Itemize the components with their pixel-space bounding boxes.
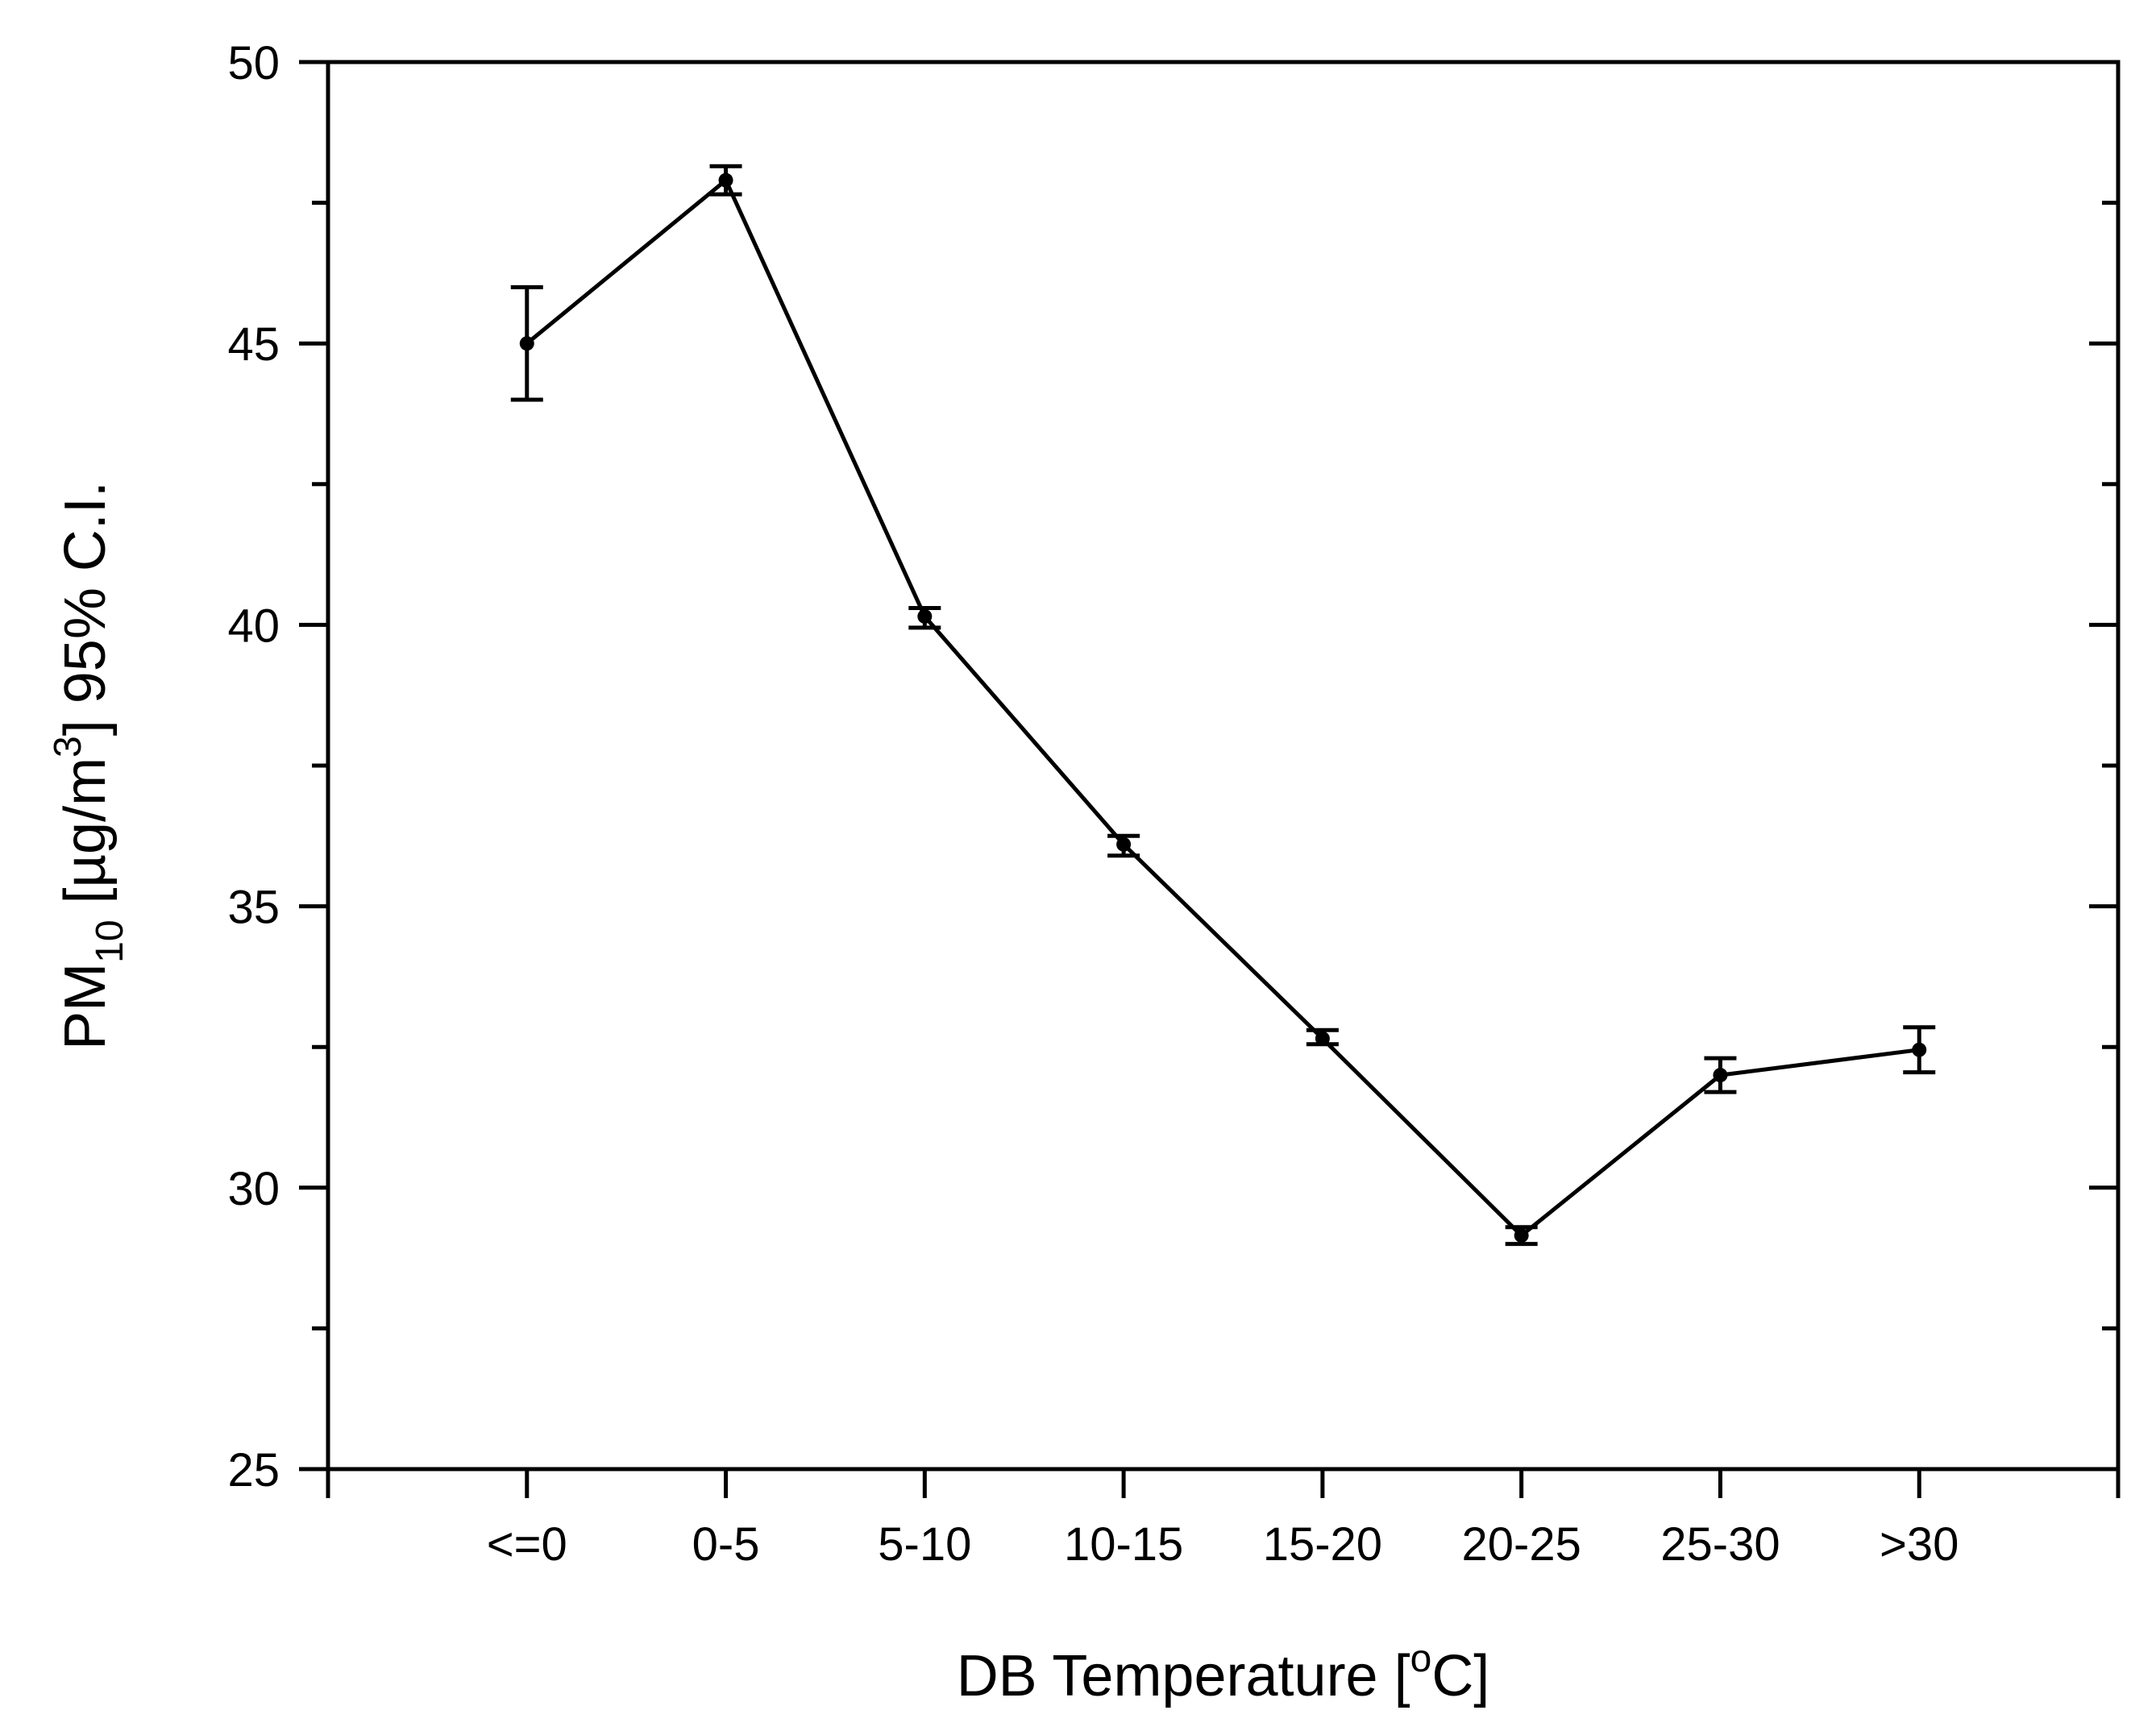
data-point [1514, 1228, 1529, 1243]
x-tick-label: 25-30 [1660, 1518, 1780, 1571]
x-axis-title-main: DB Temperature [ [957, 1644, 1410, 1708]
y-axis-title-mid: [µg/m [53, 758, 118, 920]
x-tick-label: <=0 [487, 1518, 567, 1571]
plot-border [326, 60, 2121, 1472]
x-axis-ticks: <=0 0-5 5-10 10-15 15-20 20-25 25-30 >30 [326, 1469, 2121, 1571]
plot-frame [326, 60, 2121, 1472]
data-point [718, 172, 733, 188]
x-axis-title-end: C] [1431, 1644, 1489, 1708]
y-axis-title: PM10 [µg/m3] 95% C.I. [47, 481, 131, 1050]
x-axis-title: DB Temperature [oC] [957, 1638, 1490, 1708]
data-point [1912, 1042, 1927, 1057]
x-axis-title-sup: o [1410, 1638, 1432, 1680]
y-axis-title-sup: 3 [47, 736, 89, 758]
x-tick-label: 5-10 [878, 1518, 971, 1571]
data-point [1315, 1031, 1330, 1046]
x-tick-label: 0-5 [692, 1518, 760, 1571]
x-tick-label: 15-20 [1263, 1518, 1382, 1571]
x-tick-label: 20-25 [1461, 1518, 1581, 1571]
y-tick-label: 45 [227, 318, 280, 371]
data-point [519, 336, 534, 351]
data-point [1713, 1068, 1728, 1083]
x-tick-label: 10-15 [1064, 1518, 1183, 1571]
y-tick-label: 40 [227, 600, 280, 652]
y-axis-title-end: ] 95% C.I. [53, 481, 118, 736]
y-tick-label: 50 [227, 37, 280, 89]
y-axis-title-main: PM [53, 963, 118, 1050]
y-tick-label: 25 [227, 1444, 280, 1496]
data-point [917, 608, 933, 624]
x-tick-label: >30 [1880, 1518, 1959, 1571]
series-line [525, 178, 1920, 1238]
data-point [1116, 836, 1132, 852]
y-axis-title-sub: 10 [89, 919, 131, 962]
axis-titles: DB Temperature [oC] PM10 [µg/m3] 95% C.I. [47, 481, 1489, 1708]
y-tick-label: 35 [227, 882, 280, 934]
y-tick-label: 30 [227, 1163, 280, 1215]
y-axis-ticks: 25 30 35 40 45 50 [227, 37, 2118, 1496]
series-pm10 [510, 164, 1936, 1247]
